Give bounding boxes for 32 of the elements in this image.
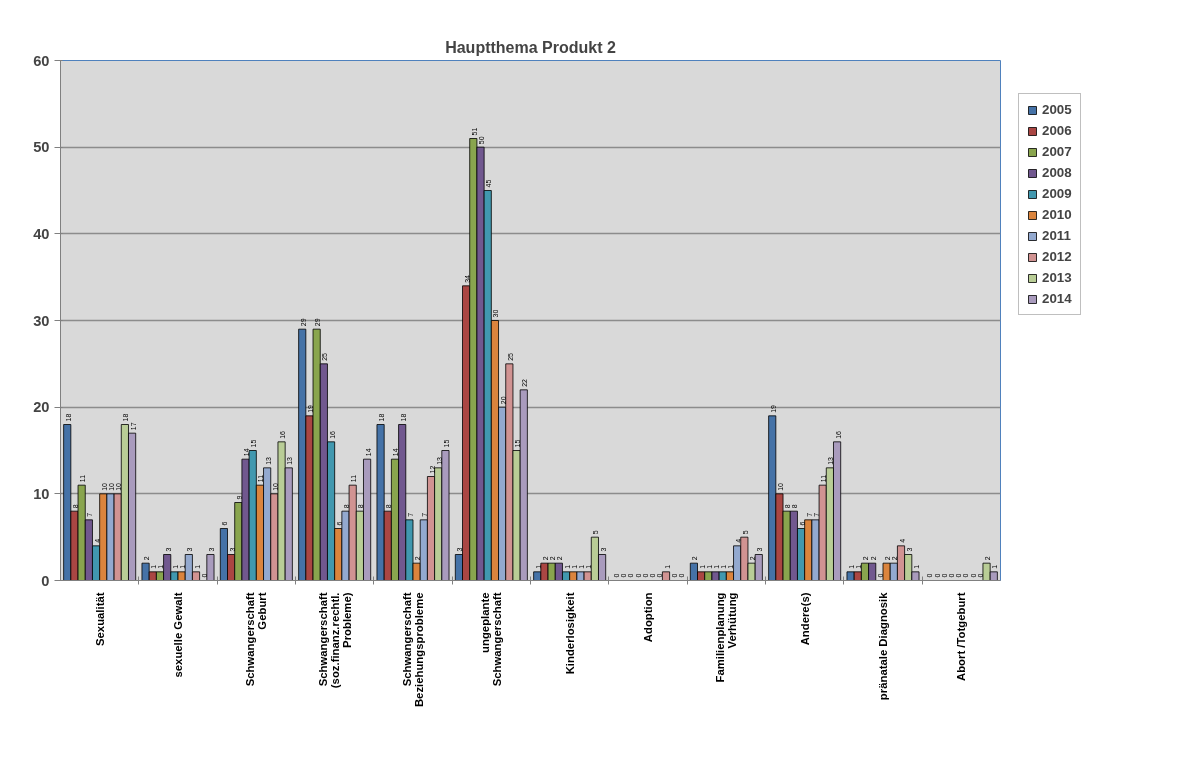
legend-label: 2008 bbox=[1042, 165, 1072, 180]
y-tick-label: 40 bbox=[33, 225, 50, 242]
y-tick-label: 30 bbox=[33, 312, 50, 329]
x-tick-label: Sexualität bbox=[93, 592, 106, 647]
legend-label: 2007 bbox=[1042, 144, 1072, 159]
x-tick-label: Abort /Totgeburt bbox=[955, 592, 968, 682]
x-tick-label: Schwangerschaft Beziehungsprobleme bbox=[401, 592, 425, 708]
legend-label: 2011 bbox=[1042, 228, 1071, 243]
legend-label: 2014 bbox=[1042, 291, 1072, 306]
y-tick-label: 50 bbox=[33, 139, 50, 156]
y-tick-label: 60 bbox=[33, 52, 50, 69]
y-tick-label: 0 bbox=[41, 572, 50, 589]
x-tick-label: Andere(s) bbox=[798, 592, 811, 646]
x-tick-label: Adoption bbox=[642, 592, 654, 643]
y-tick-label: 20 bbox=[33, 399, 50, 416]
legend-label: 2013 bbox=[1042, 270, 1072, 285]
legend-label: 2010 bbox=[1042, 207, 1072, 222]
x-tick-label: ungeplante Schwangerschaft bbox=[479, 592, 504, 687]
chart-title: Hauptthema Produkt 2 bbox=[445, 38, 616, 56]
legend-label: 2009 bbox=[1042, 186, 1072, 201]
x-tick-label: Kinderlosigkeit bbox=[563, 592, 576, 675]
legend-label: 2012 bbox=[1042, 249, 1072, 264]
x-tick-label: sexuelle Gewalt bbox=[172, 592, 184, 678]
x-tick-label: Schwangerschaft Geburt bbox=[244, 592, 269, 687]
y-tick-label: 10 bbox=[33, 485, 50, 502]
bar bbox=[206, 554, 215, 581]
x-tick-label: pränatale Diagnosik bbox=[877, 591, 889, 701]
legend-label: 2006 bbox=[1042, 123, 1072, 138]
x-tick-label: Schwangerschaft (soz.finanz.rechtl. Probleme) bbox=[316, 592, 353, 689]
bar bbox=[662, 571, 671, 581]
x-tick-label: Familienplanung Verhütung bbox=[714, 592, 739, 683]
legend-label: 2005 bbox=[1042, 102, 1072, 117]
